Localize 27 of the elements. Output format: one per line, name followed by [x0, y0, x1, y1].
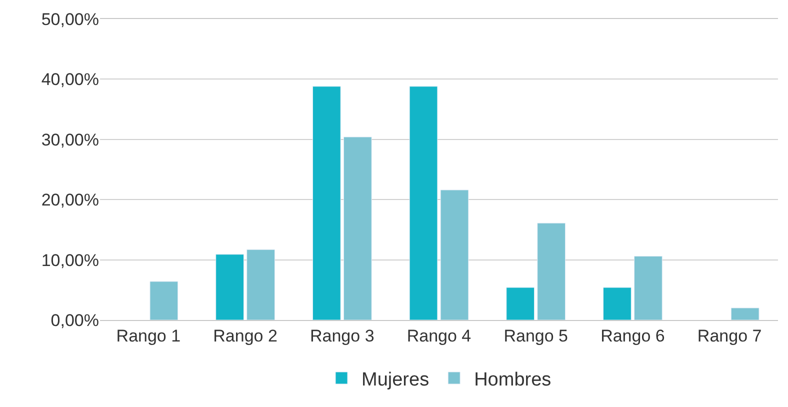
x-tick-label: Rango 2: [213, 326, 278, 346]
y-tick-label: 20,00%: [41, 190, 99, 210]
bar: [440, 190, 469, 320]
bar: [730, 308, 760, 320]
bar: [216, 254, 244, 320]
x-tick-label: Rango 5: [504, 326, 568, 346]
x-tick-label: Rango 3: [310, 326, 374, 346]
bar: [343, 136, 372, 320]
bar: [634, 256, 662, 320]
x-tick-label: Rango 6: [600, 326, 665, 346]
legend-label: Hombres: [474, 369, 552, 390]
bar: [506, 287, 535, 320]
x-tick-label: Rango 4: [406, 326, 472, 346]
bar: [312, 86, 341, 320]
bar: [409, 86, 438, 320]
x-tick-label: Rango 7: [697, 326, 762, 346]
y-tick-label: 40,00%: [41, 70, 99, 90]
y-tick-label: 50,00%: [41, 10, 99, 29]
y-tick-label: 10,00%: [41, 250, 99, 270]
bar: [603, 287, 632, 320]
bar: [150, 281, 178, 320]
bar: [246, 249, 275, 320]
x-tick-label: Rango 1: [116, 326, 181, 346]
y-tick-label: 30,00%: [41, 130, 99, 150]
legend-label: Mujeres: [362, 369, 430, 390]
y-tick-label: 0,00%: [50, 310, 99, 330]
bar: [537, 222, 566, 320]
